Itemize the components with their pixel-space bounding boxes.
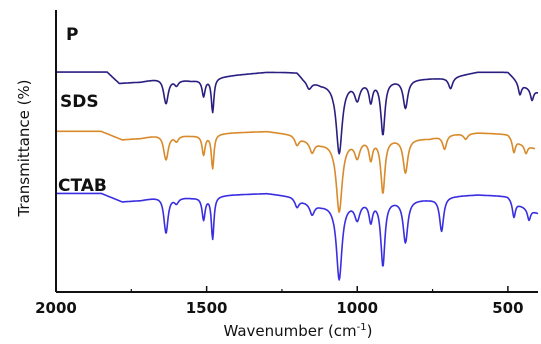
x-axis-title-superscript: -1: [357, 322, 367, 333]
series-line-p: [55, 71, 539, 155]
x-tick-label-2000: 2000: [35, 299, 77, 317]
series-line-sds: [55, 130, 536, 213]
x-tick-label-1500: 1500: [186, 299, 228, 317]
x-tick-label-1000: 1000: [336, 299, 378, 317]
series-label-sds: SDS: [60, 92, 99, 112]
x-axis-title-close: ): [367, 322, 373, 340]
axes: 2000 1500 1000 500: [35, 10, 538, 317]
series-labels: P SDS CTAB: [58, 25, 107, 196]
series-label-p: P: [66, 25, 78, 45]
series-line-ctab: [55, 192, 539, 281]
series-layer: [55, 71, 539, 281]
x-axis-title: Wavenumber (cm-1): [223, 322, 372, 340]
y-axis-title: Transmittance (%): [15, 79, 33, 217]
x-axis-title-text: Wavenumber (cm: [223, 322, 356, 340]
x-tick-label-500: 500: [492, 299, 523, 317]
series-label-ctab: CTAB: [58, 176, 107, 196]
